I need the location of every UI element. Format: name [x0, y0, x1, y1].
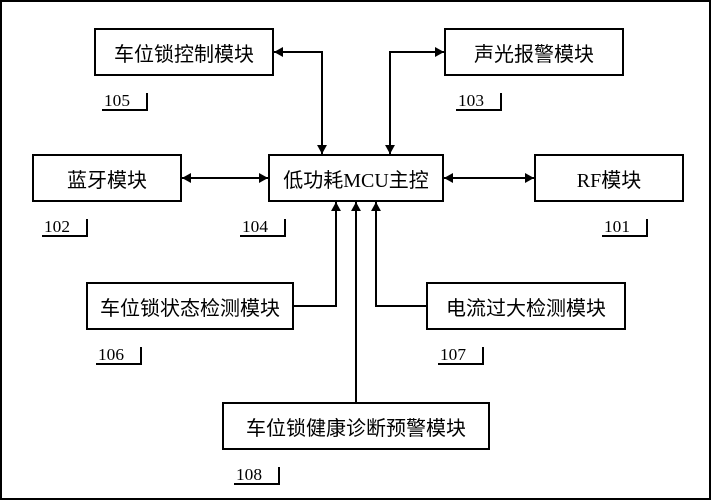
- tag-104: 104: [240, 202, 286, 237]
- node-n103: 声光报警模块: [444, 28, 624, 76]
- tag-101: 101: [602, 202, 648, 237]
- node-n101: RF模块: [534, 154, 684, 202]
- edge-4: [294, 202, 336, 306]
- tag-106: 106: [96, 330, 142, 365]
- node-n104: 低功耗MCU主控: [268, 154, 444, 202]
- tag-102: 102: [42, 202, 88, 237]
- edge-0: [274, 52, 322, 154]
- edge-1: [390, 52, 444, 154]
- node-n102: 蓝牙模块: [32, 154, 182, 202]
- node-n106: 车位锁状态检测模块: [86, 282, 294, 330]
- tag-103: 103: [456, 76, 502, 111]
- edge-5: [376, 202, 426, 306]
- tag-105: 105: [102, 76, 148, 111]
- node-n105: 车位锁控制模块: [94, 28, 274, 76]
- node-n108: 车位锁健康诊断预警模块: [222, 402, 490, 450]
- tag-108: 108: [234, 450, 280, 485]
- tag-107: 107: [438, 330, 484, 365]
- diagram-canvas: 车位锁控制模块105 声光报警模块103 蓝牙模块102 低功耗MCU主控104 RF模…: [0, 0, 711, 500]
- node-n107: 电流过大检测模块: [426, 282, 626, 330]
